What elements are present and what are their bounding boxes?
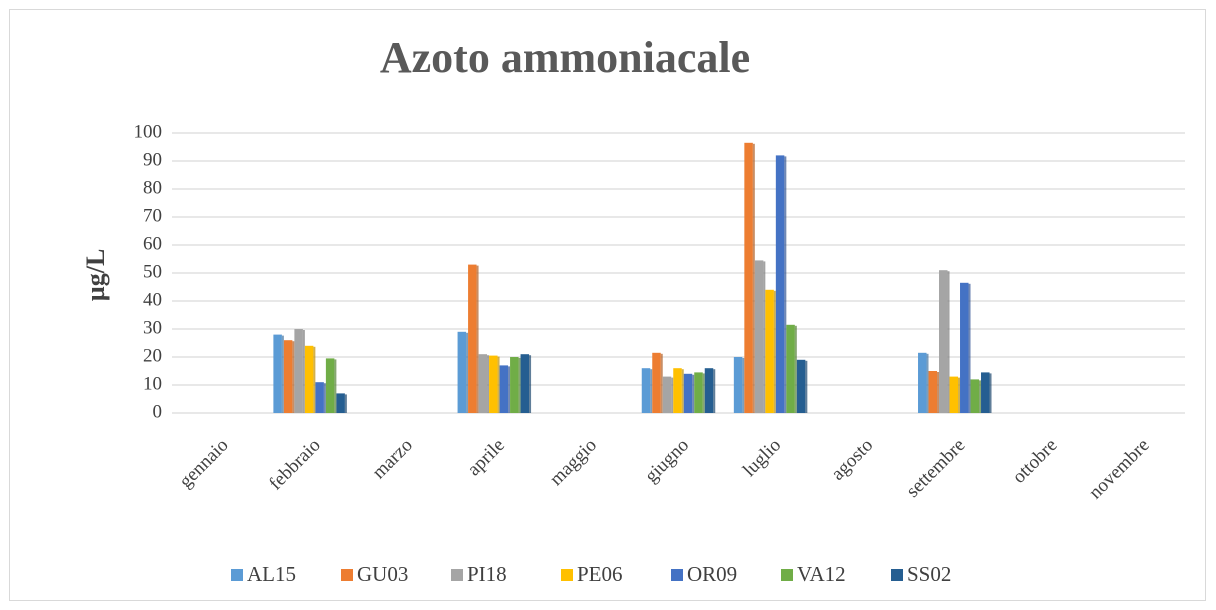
bar-side — [958, 377, 961, 413]
bar-side — [313, 346, 316, 413]
bar — [733, 357, 743, 413]
bar-side — [508, 366, 511, 413]
bar — [673, 368, 682, 413]
bar-side — [989, 373, 992, 413]
bar-side — [763, 261, 766, 413]
y-tick-label: 0 — [153, 401, 163, 422]
legend-swatch — [231, 569, 243, 581]
legend-label: PE06 — [577, 562, 623, 586]
bar-side — [979, 380, 982, 413]
legend-label: GU03 — [357, 562, 408, 586]
bar — [786, 324, 795, 413]
legend-label: OR09 — [687, 562, 737, 586]
bar — [754, 260, 764, 413]
legend-label: VA12 — [797, 562, 846, 586]
bar — [294, 329, 303, 413]
bar — [478, 354, 488, 413]
bar — [981, 372, 990, 413]
bar — [939, 270, 948, 413]
bar-side — [487, 355, 490, 413]
bar-side — [784, 156, 787, 413]
y-tick-label: 10 — [143, 373, 162, 394]
y-tick-label: 60 — [143, 233, 162, 254]
legend-label: AL15 — [247, 562, 296, 586]
bar — [499, 365, 509, 413]
bar-side — [713, 369, 716, 413]
bar — [918, 352, 927, 413]
bar-side — [968, 283, 971, 413]
bar-side — [681, 369, 684, 413]
bar-side — [692, 374, 695, 413]
bar — [765, 289, 774, 413]
bar — [283, 340, 293, 413]
bar-side — [660, 353, 663, 413]
y-tick-label: 100 — [134, 121, 163, 142]
bar-side — [466, 332, 469, 413]
bar-side — [281, 335, 284, 413]
chart-title: Azoto ammoniacale — [380, 33, 750, 82]
bar — [641, 368, 651, 413]
bar-side — [702, 373, 705, 413]
bar-side — [344, 394, 347, 413]
y-tick-label: 40 — [143, 289, 162, 310]
bar-side — [476, 265, 479, 413]
bar-side — [292, 341, 295, 413]
bar-side — [752, 143, 755, 414]
bar — [336, 393, 345, 413]
y-tick-label: 90 — [143, 149, 162, 170]
bar — [520, 354, 530, 413]
bar — [960, 282, 969, 413]
bar — [510, 357, 519, 413]
bar-side — [334, 359, 337, 413]
y-tick-label: 80 — [143, 177, 162, 198]
legend-swatch — [561, 569, 573, 581]
bar — [304, 345, 314, 413]
bar — [704, 368, 714, 413]
bar-side — [805, 360, 808, 413]
bar — [970, 379, 980, 413]
bar — [775, 155, 785, 413]
bar — [683, 373, 693, 413]
legend-swatch — [451, 569, 463, 581]
bar — [457, 331, 467, 413]
bar-side — [529, 355, 532, 413]
bar — [694, 372, 703, 413]
bar-side — [518, 358, 521, 413]
y-tick-label: 30 — [143, 317, 162, 338]
y-tick-label: 20 — [143, 345, 162, 366]
bar-side — [497, 356, 500, 413]
bar — [273, 334, 282, 413]
bar-side — [323, 383, 326, 413]
bar — [652, 352, 661, 413]
bar — [489, 355, 498, 413]
bar-side — [937, 372, 940, 413]
y-tick-label: 70 — [143, 205, 162, 226]
chart-border — [9, 9, 1206, 601]
bar-side — [671, 377, 674, 413]
bar — [325, 358, 335, 413]
bar-side — [794, 325, 797, 413]
legend-swatch — [891, 569, 903, 581]
bar — [315, 382, 324, 413]
bar-side — [650, 369, 653, 413]
legend-label: PI18 — [467, 562, 507, 586]
bar — [744, 142, 753, 414]
bar — [949, 376, 959, 413]
bar — [662, 376, 672, 413]
bar — [796, 359, 806, 413]
legend-swatch — [341, 569, 353, 581]
legend-swatch — [671, 569, 683, 581]
bar-side — [742, 358, 745, 413]
bar-side — [947, 271, 950, 413]
bar-side — [926, 353, 929, 413]
bar-side — [773, 290, 776, 413]
y-tick-label: 50 — [143, 261, 162, 282]
bar-side — [302, 330, 305, 413]
y-axis-label: µg/L — [81, 249, 110, 302]
bar — [468, 264, 477, 413]
legend-label: SS02 — [907, 562, 951, 586]
bar — [928, 371, 938, 413]
legend-swatch — [781, 569, 793, 581]
